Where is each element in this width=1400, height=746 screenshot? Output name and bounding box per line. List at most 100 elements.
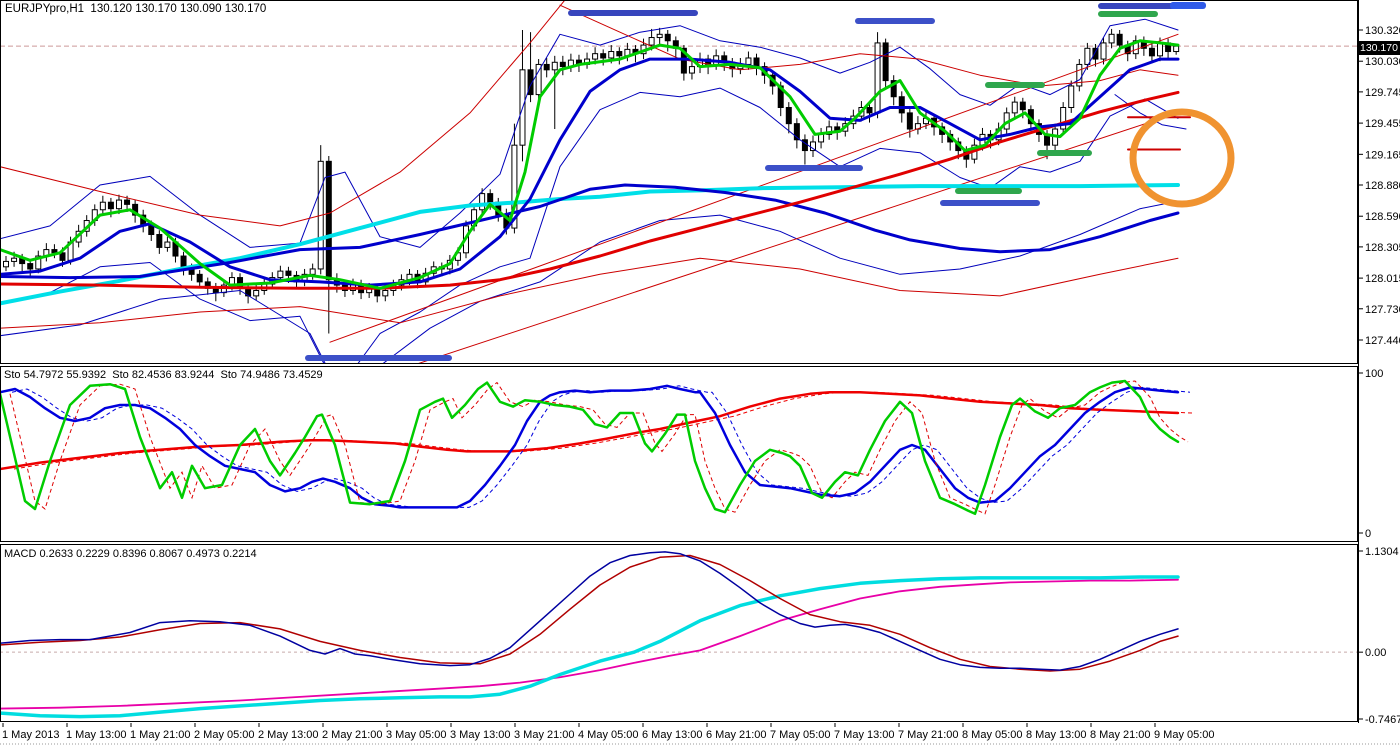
candle xyxy=(196,270,203,289)
candle xyxy=(882,38,889,89)
candle xyxy=(1076,59,1083,92)
price-tick-label: 128.880 xyxy=(1365,180,1400,192)
time-tick-label: 7 May 05:00 xyxy=(770,729,831,741)
highlight-bar-blue[interactable] xyxy=(568,10,698,16)
stochastic-panel[interactable] xyxy=(0,379,1193,516)
candle xyxy=(1148,43,1155,64)
stochastic-label: Sto 54.7972 55.9392 Sto 82.4536 83.9244 … xyxy=(4,369,323,381)
candle xyxy=(511,123,518,234)
current-price-badge: 130.170 xyxy=(1357,41,1400,55)
candle xyxy=(656,27,663,46)
stochastic-green xyxy=(1,379,1180,516)
candle xyxy=(1011,96,1018,119)
time-tick-label: 3 May 13:00 xyxy=(450,729,511,741)
highlight-bar-green[interactable] xyxy=(1098,11,1158,17)
highlight-bar-green[interactable] xyxy=(1037,150,1092,156)
chart-title: EURJPYpro,H1 130.120 130.170 130.090 130… xyxy=(5,3,267,15)
time-tick-label: 8 May 21:00 xyxy=(1090,729,1151,741)
candle xyxy=(3,256,9,272)
price-tick-label: 129.745 xyxy=(1365,87,1400,99)
price-tick-label: 127.440 xyxy=(1365,335,1400,347)
highlight-bar-blue[interactable] xyxy=(305,355,452,361)
candle xyxy=(317,145,324,275)
candle xyxy=(1100,37,1107,65)
panel-border xyxy=(0,366,1358,542)
candle xyxy=(616,47,623,65)
candle xyxy=(527,32,534,103)
price-tick-label: 127.730 xyxy=(1365,304,1400,316)
time-tick-label: 6 May 21:00 xyxy=(706,729,767,741)
time-tick-label: 9 May 05:00 xyxy=(1154,729,1215,741)
price-tick-label: 128.015 xyxy=(1365,273,1400,285)
candle xyxy=(1060,102,1067,135)
macd-main-blue xyxy=(1,551,1179,671)
time-tick-label: 1 May 21:00 xyxy=(130,729,191,741)
ma-green-fast xyxy=(1,39,1180,290)
stochastic-green-signal xyxy=(9,380,1189,515)
candle xyxy=(535,59,542,103)
red-channel-upper xyxy=(1,1,565,227)
candle xyxy=(1132,35,1139,60)
macd-signal-red xyxy=(1,554,1179,672)
candle xyxy=(1068,80,1075,113)
candle xyxy=(1108,28,1115,49)
candle xyxy=(874,32,881,119)
stochastic-blue xyxy=(1,384,1180,509)
indicator-tick-label: -0.7467 xyxy=(1365,714,1400,726)
macd-cyan xyxy=(1,575,1180,719)
ma-red-slow xyxy=(1,90,1180,290)
ma-cyan-200 xyxy=(1,183,1180,306)
candle xyxy=(793,118,800,149)
highlight-bar-blue[interactable] xyxy=(765,165,863,171)
indicator-tick-label: 100 xyxy=(1365,368,1383,380)
red-channel-lower xyxy=(1,257,1179,329)
candle xyxy=(810,135,816,158)
time-tick-label: 7 May 21:00 xyxy=(898,729,959,741)
price-tick-label: 129.165 xyxy=(1365,149,1400,161)
price-tick-label: 130.320 xyxy=(1365,25,1400,37)
red-channel-top-right xyxy=(559,4,1179,87)
time-tick-label: 3 May 05:00 xyxy=(386,729,447,741)
time-axis[interactable]: 1 May 2013 1 May 13:00 1 May 21:00 2 May 05… xyxy=(0,723,1400,745)
time-tick-label: 1 May 2013 xyxy=(2,729,59,741)
macd-magenta xyxy=(1,578,1179,710)
highlight-bar-blue[interactable] xyxy=(855,18,935,24)
highlight-bar-blue[interactable] xyxy=(1170,2,1206,9)
candle xyxy=(325,155,332,334)
panel-border xyxy=(0,544,1358,722)
candle xyxy=(479,188,486,216)
time-tick-label: 8 May 13:00 xyxy=(1026,729,1087,741)
main-panel[interactable] xyxy=(0,0,1358,393)
indicator-tick-label: 0 xyxy=(1365,528,1371,540)
price-tick-label: 129.455 xyxy=(1365,118,1400,130)
bollinger-lower-band xyxy=(1,87,1179,363)
orange-circle-annotation[interactable] xyxy=(1129,108,1235,208)
indicator-tick-label: 0.00 xyxy=(1365,647,1386,659)
candle xyxy=(156,230,163,254)
candle xyxy=(559,55,566,76)
indicator-tick-label: 1.1304 xyxy=(1365,546,1399,558)
candle xyxy=(35,250,42,274)
macd-panel[interactable] xyxy=(0,551,1358,719)
price-tick-label: 128.590 xyxy=(1365,211,1400,223)
ma-blue-slow xyxy=(1,183,1180,280)
highlight-bar-blue[interactable] xyxy=(1098,3,1177,9)
candle xyxy=(906,107,913,138)
price-axis[interactable]: 130.320 130.030 129.745 129.455 129.165 128.8… xyxy=(1358,25,1400,726)
highlight-bar-green[interactable] xyxy=(985,82,1045,88)
bollinger-upper-band xyxy=(1,18,1179,248)
macd-label: MACD 0.2633 0.2229 0.8396 0.8067 0.4973 … xyxy=(4,548,257,560)
time-tick-label: 1 May 13:00 xyxy=(66,729,127,741)
time-tick-label: 4 May 05:00 xyxy=(578,729,639,741)
candle xyxy=(551,55,558,130)
time-tick-label: 2 May 21:00 xyxy=(322,729,383,741)
time-tick-label: 8 May 05:00 xyxy=(962,729,1023,741)
candle xyxy=(866,103,873,123)
panel-border xyxy=(0,0,1358,364)
highlight-bar-green[interactable] xyxy=(955,188,1022,194)
time-tick-label: 2 May 13:00 xyxy=(258,729,319,741)
time-tick-label: 3 May 21:00 xyxy=(514,729,575,741)
highlight-bar-blue[interactable] xyxy=(940,200,1040,206)
